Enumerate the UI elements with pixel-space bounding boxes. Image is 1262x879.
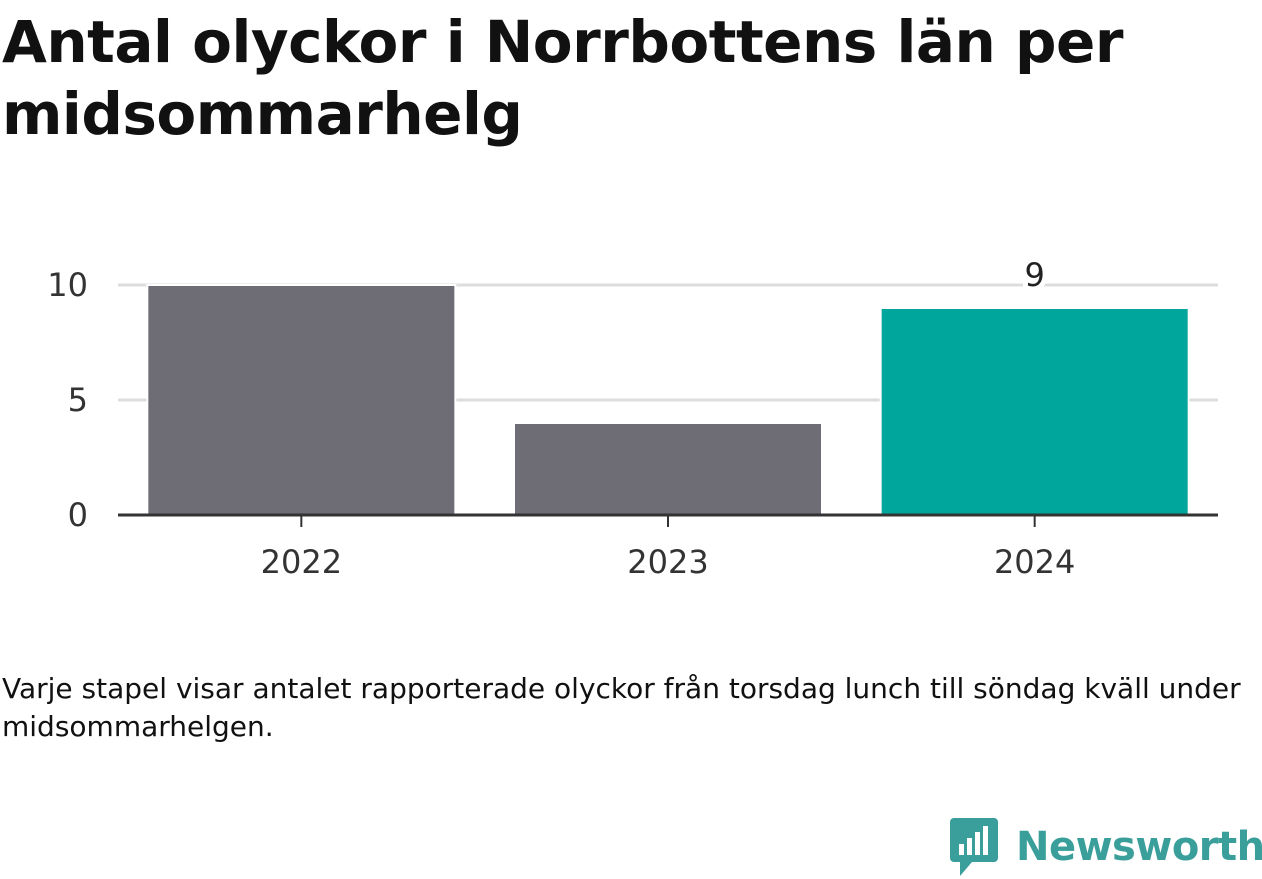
y-tick-label: 0 <box>68 496 88 534</box>
y-tick-label: 5 <box>68 381 88 419</box>
chart-title: Antal olyckor i Norrbottens län per mids… <box>2 8 1123 148</box>
bars <box>146 284 1190 516</box>
bar-2023 <box>513 422 823 516</box>
newsworthy-wordmark: Newsworthy <box>1016 824 1262 870</box>
x-tick-label: 2023 <box>627 543 708 581</box>
bar-chart: 0 5 10 2022 2023 2024 9 <box>47 251 1218 581</box>
y-tick-label: 10 <box>47 266 88 304</box>
x-tick-label: 2024 <box>994 543 1075 581</box>
chart-caption: Varje stapel visar antalet rapporterade … <box>2 672 1241 743</box>
x-tick-label: 2022 <box>261 543 342 581</box>
labels: 0 5 10 2022 2023 2024 9 <box>47 251 1075 581</box>
newsworthy-logo: Newsworthy <box>950 818 1262 876</box>
bar-chart-speech-bubble-icon <box>950 818 998 876</box>
bar-2022 <box>146 284 457 516</box>
bar-2024 <box>879 307 1190 516</box>
data-label: 9 <box>1024 256 1044 294</box>
axes <box>118 513 1218 527</box>
